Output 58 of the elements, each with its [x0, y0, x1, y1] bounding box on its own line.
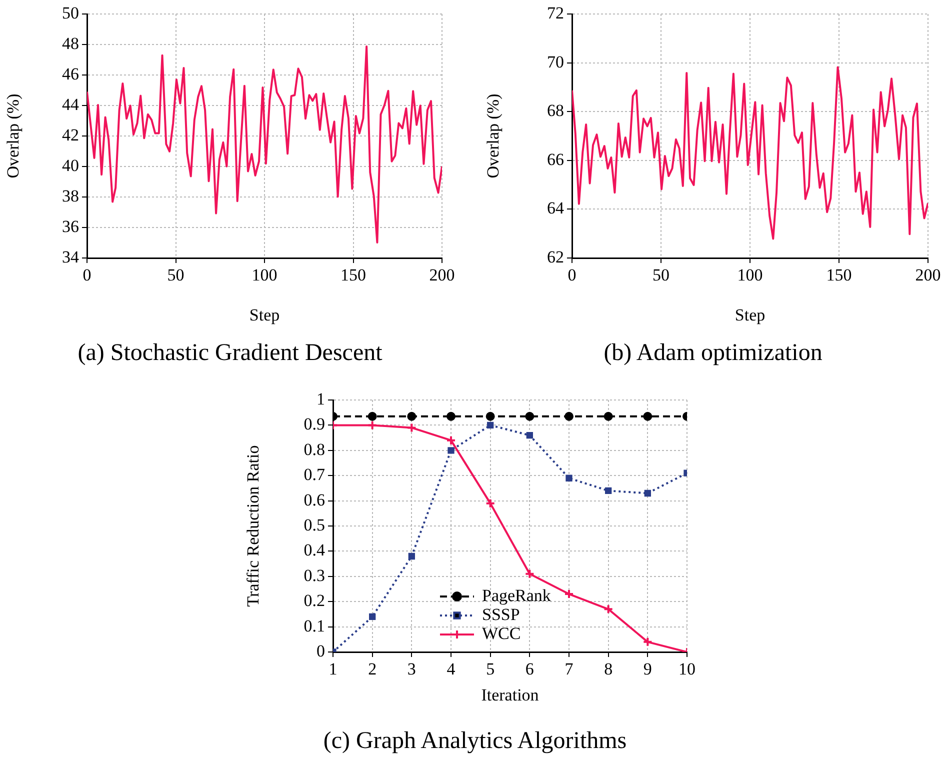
- y-tick-label: 40: [62, 156, 79, 175]
- x-tick-label: 8: [604, 660, 613, 679]
- x-tick-label: 50: [652, 266, 670, 285]
- x-tick-label: 150: [826, 266, 852, 285]
- x-axis-title: Step: [734, 305, 766, 324]
- x-tick-label: 0: [568, 266, 576, 285]
- x-tick-label: 0: [82, 266, 92, 285]
- x-tick-label: 10: [678, 660, 696, 679]
- y-tick-label: 0.6: [304, 490, 325, 510]
- y-axis-title: Overlap (%): [4, 94, 23, 178]
- y-tick-label: 36: [62, 216, 79, 236]
- y-tick-label: 64: [547, 198, 564, 218]
- y-axis-title: Overlap (%): [484, 94, 503, 178]
- x-tick-label: 200: [429, 266, 455, 285]
- x-axis-title: Step: [249, 305, 280, 324]
- legend-label: PageRank: [482, 586, 552, 605]
- x-tick-label: 3: [407, 660, 416, 679]
- x-tick-label: 9: [643, 660, 652, 679]
- y-tick-label: 0.3: [304, 566, 325, 585]
- y-tick-label: 66: [547, 150, 564, 169]
- text: (a) Stochastic Gradient Descent: [76, 340, 384, 367]
- y-tick-label: 46: [62, 64, 79, 84]
- y-tick-label: 0: [316, 641, 325, 660]
- x-tick-label: 100: [252, 266, 278, 285]
- x-tick-label: 200: [915, 266, 941, 285]
- x-tick-label: 150: [340, 266, 366, 285]
- y-tick-label: 38: [62, 186, 79, 206]
- y-tick-label: 0.5: [304, 515, 325, 534]
- y-axis-title: Traffic Reduction Ratio: [244, 445, 263, 607]
- text: (b) Adam optimization: [602, 340, 824, 367]
- y-tick-label: 0.2: [304, 591, 325, 610]
- x-tick-label: 2: [368, 660, 377, 679]
- x-tick-label: 7: [564, 660, 574, 679]
- x-tick-label: 50: [167, 266, 184, 285]
- y-tick-label: 68: [547, 101, 564, 120]
- y-tick-label: 70: [547, 52, 564, 72]
- x-tick-label: 4: [446, 660, 456, 679]
- x-tick-label: 1: [328, 660, 338, 679]
- x-axis-title: Iteration: [481, 685, 540, 704]
- y-tick-label: 44: [62, 94, 80, 114]
- y-tick-label: 34: [62, 247, 80, 266]
- x-tick-label: 100: [737, 266, 763, 285]
- y-tick-label: 42: [62, 125, 79, 144]
- y-tick-label: 72: [547, 3, 564, 22]
- legend-label: SSSP: [482, 604, 520, 624]
- y-tick-label: 0.9: [304, 414, 325, 434]
- x-tick-label: 5: [486, 660, 495, 679]
- text: (c) Graph Analytics Algorithms: [322, 728, 628, 755]
- x-tick-label: 6: [525, 660, 534, 679]
- y-tick-label: 62: [547, 247, 564, 266]
- y-tick-label: 48: [62, 34, 79, 53]
- y-tick-label: 0.8: [304, 440, 325, 459]
- y-tick-label: 0.1: [304, 616, 325, 636]
- y-tick-label: 0.4: [304, 540, 326, 560]
- y-tick-label: 1: [316, 389, 325, 408]
- legend-label: WCC: [482, 624, 521, 643]
- y-tick-label: 50: [62, 3, 79, 22]
- y-tick-label: 0.7: [304, 465, 326, 484]
